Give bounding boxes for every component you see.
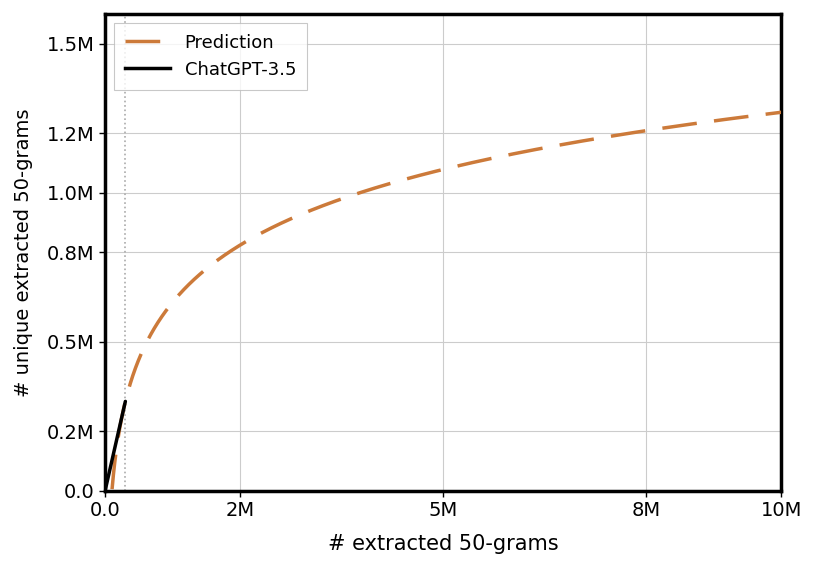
X-axis label: # extracted 50-grams: # extracted 50-grams [328,534,559,554]
Legend: Prediction, ChatGPT-3.5: Prediction, ChatGPT-3.5 [114,23,307,90]
Y-axis label: # unique extracted 50-grams: # unique extracted 50-grams [14,108,33,396]
